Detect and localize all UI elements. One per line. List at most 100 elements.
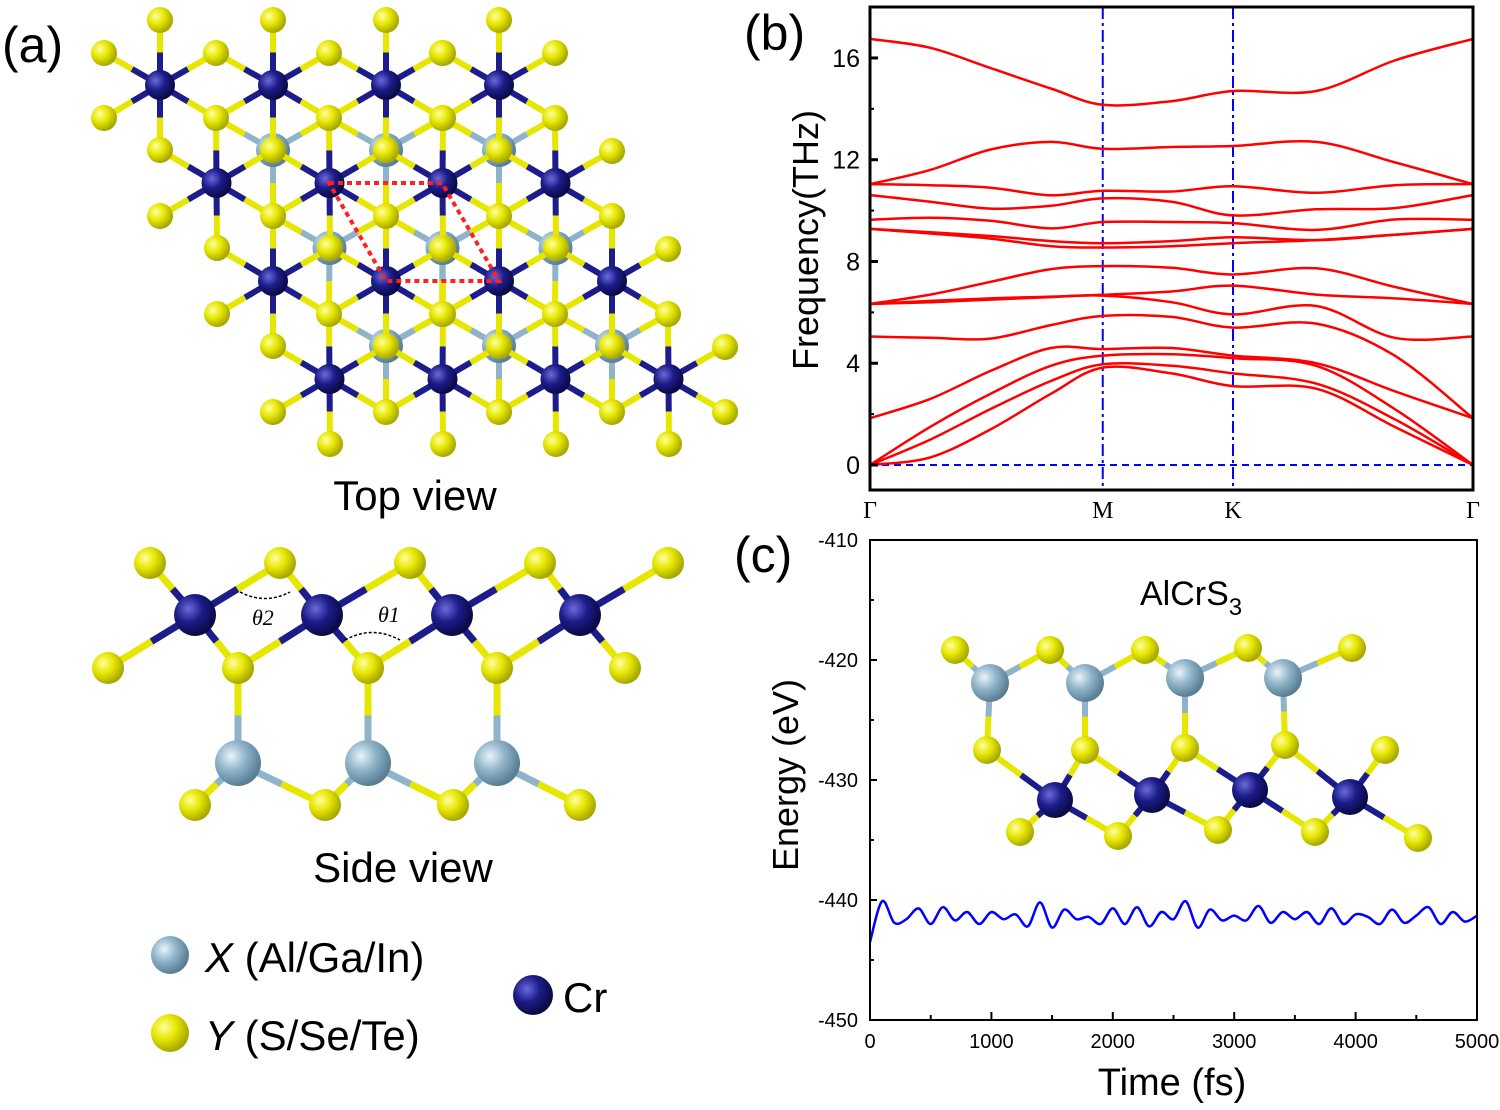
- y-atom: [179, 789, 211, 821]
- y-atom: [1006, 818, 1034, 846]
- cr-atom: [1332, 779, 1368, 815]
- y-atom: [260, 7, 286, 33]
- c-y-tick-label: -420: [818, 650, 858, 672]
- phonon-band: [869, 227, 1474, 249]
- cr-atom: [597, 266, 627, 296]
- alcrs3-inset-structure: [941, 634, 1432, 852]
- phonon-band: [869, 139, 1474, 186]
- side-view-structure: [92, 547, 684, 821]
- y-atom: [524, 547, 556, 579]
- theta1-arc: [344, 631, 401, 641]
- y-atom: [260, 333, 286, 359]
- y-atom: [373, 7, 399, 33]
- c-x-axis-label: Time (fs): [1098, 1062, 1246, 1104]
- phonon-band: [869, 216, 1474, 232]
- top-view-label: Top view: [333, 472, 497, 519]
- y-atom: [543, 431, 569, 457]
- y-atom: [486, 203, 512, 229]
- cr-atom: [371, 70, 401, 100]
- cr-atom: [301, 594, 343, 636]
- y-atom: [430, 431, 456, 457]
- y-atom: [543, 235, 569, 261]
- y-atom: [486, 137, 512, 163]
- legend-y-label: Y (S/Se/Te): [205, 1012, 420, 1059]
- theta2-label: θ2: [252, 605, 274, 630]
- side-view-label: Side view: [313, 844, 493, 891]
- y-atom: [222, 652, 254, 684]
- phonon-band: [869, 345, 1474, 420]
- y-atom: [91, 105, 117, 131]
- y-atom: [609, 652, 641, 684]
- phonon-band: [869, 264, 1474, 306]
- cr-atom: [371, 266, 401, 296]
- cr-atom: [431, 594, 473, 636]
- y-atom: [486, 399, 512, 425]
- top-view-structure: [91, 7, 738, 457]
- y-atom: [712, 334, 738, 360]
- panel-a-label: (a): [2, 17, 63, 73]
- y-atom: [260, 203, 286, 229]
- y-atom: [655, 236, 681, 262]
- cr-atom: [540, 364, 571, 394]
- y-atom: [430, 301, 456, 327]
- y-atom: [147, 203, 173, 229]
- y-atom: [1234, 634, 1262, 662]
- cr-atom: [1134, 777, 1170, 813]
- cr-atom: [427, 364, 458, 394]
- energy-series: [868, 899, 1478, 943]
- legend-y-marker: [151, 1014, 189, 1052]
- y-atom: [1036, 636, 1064, 664]
- x-atom: [1066, 664, 1104, 702]
- phonon-band: [869, 284, 1474, 306]
- cr-atom: [258, 70, 288, 100]
- c-x-tick-label: 1000: [969, 1031, 1014, 1053]
- y-atom: [542, 105, 568, 131]
- energy-time-chart: -410 -420 -430 -440 -450 0 1000 2000 3000 4000 500…: [818, 530, 1499, 1053]
- y-atom: [1171, 734, 1199, 762]
- y-atom: [564, 789, 596, 821]
- cr-atom: [174, 594, 216, 636]
- y-atom: [352, 652, 384, 684]
- c-x-tick-label: 0: [864, 1031, 875, 1053]
- y-atom: [486, 333, 512, 359]
- x-atom: [1264, 659, 1302, 697]
- b-x-tick-label: K: [1224, 498, 1242, 524]
- cr-atom: [559, 594, 601, 636]
- y-atom: [1271, 731, 1299, 759]
- legend-x-marker: [151, 936, 189, 974]
- c-x-tick-label: 5000: [1455, 1031, 1500, 1053]
- legend-cr-label: Cr: [563, 974, 607, 1021]
- y-atom: [542, 301, 568, 327]
- y-atom: [1301, 818, 1329, 846]
- y-atom: [260, 399, 286, 425]
- cr-atom: [145, 70, 175, 100]
- y-atom: [373, 137, 399, 163]
- legend-x-label: X (Al/Ga/In): [204, 934, 424, 981]
- x-atom: [1166, 659, 1204, 697]
- x-atom: [345, 740, 391, 786]
- phonon-band: [869, 193, 1474, 217]
- panel-b-label: (b): [744, 5, 805, 61]
- x-atom: [474, 740, 520, 786]
- y-atom: [941, 636, 969, 664]
- theta2-arc: [239, 591, 291, 600]
- y-atom: [481, 652, 513, 684]
- y-atom: [1338, 634, 1366, 662]
- y-atom: [486, 7, 512, 33]
- y-atom: [317, 235, 343, 261]
- y-atom: [260, 137, 286, 163]
- y-atom: [1371, 736, 1399, 764]
- unit-cell-outline: [325, 181, 503, 283]
- cr-atom: [540, 168, 571, 198]
- y-atom: [1071, 736, 1099, 764]
- b-x-tick-label: Γ: [1466, 498, 1480, 524]
- y-atom: [203, 40, 229, 66]
- y-atom: [430, 105, 456, 131]
- b-x-tick-label: Γ: [863, 498, 877, 524]
- y-atom: [1104, 822, 1132, 850]
- y-atom: [309, 789, 341, 821]
- phonon-band: [869, 313, 1474, 420]
- phonon-band: [869, 294, 1474, 342]
- x-atom: [215, 740, 261, 786]
